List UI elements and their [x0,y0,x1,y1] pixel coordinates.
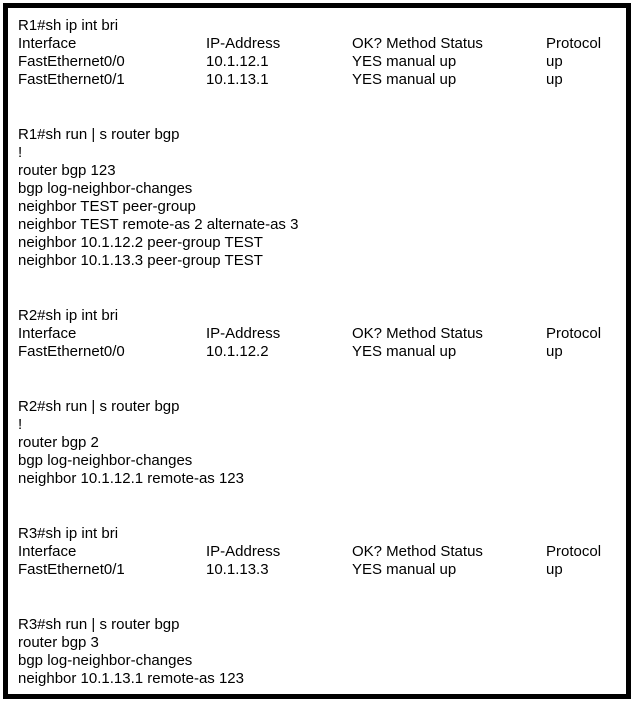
section-r1-bgp-config: R1#sh run | s router bgp ! router bgp 12… [18,126,618,270]
cell-ip-address: 10.1.13.1 [206,71,269,88]
section-r2-interfaces: R2#sh ip int bri Interface IP-Address OK… [18,307,618,361]
config-line: ! [18,144,23,161]
cell-protocol: up [546,53,563,70]
cell-interface: FastEthernet0/1 [18,71,125,88]
cli-command-r3-ip-int-bri: R3#sh ip int bri [18,525,119,542]
cell-protocol: up [546,71,563,88]
section-r3-bgp-config: R3#sh run | s router bgp router bgp 3 bg… [18,616,618,688]
cell-interface: FastEthernet0/1 [18,561,125,578]
config-line: neighbor 10.1.13.3 peer-group TEST [18,252,263,269]
cell-protocol: up [546,343,563,360]
config-line: router bgp 2 [18,434,99,451]
table-row: FastEthernet0/1 10.1.13.1 YES manual up … [18,71,618,89]
cli-output-panel: R1#sh ip int bri Interface IP-Address OK… [3,3,631,699]
cell-ok-method-status: YES manual up [352,343,457,360]
header-protocol: Protocol [546,543,602,560]
section-r2-bgp-config: R2#sh run | s router bgp ! router bgp 2 … [18,398,618,488]
header-ip-address: IP-Address [206,543,281,560]
config-line: neighbor 10.1.12.2 peer-group TEST [18,234,263,251]
header-interface: Interface [18,543,77,560]
cell-ok-method-status: YES manual up [352,561,457,578]
config-line: router bgp 3 [18,634,99,651]
header-ok-method-status: OK? Method Status [352,325,483,342]
table-row: FastEthernet0/0 10.1.12.2 YES manual up … [18,343,618,361]
cli-command-r1-bgp: R1#sh run | s router bgp [18,126,180,143]
table-row: FastEthernet0/0 10.1.12.1 YES manual up … [18,53,618,71]
table-header-row: Interface IP-Address OK? Method Status P… [18,325,618,343]
table-header-row: Interface IP-Address OK? Method Status P… [18,543,618,561]
header-interface: Interface [18,35,77,52]
cell-ip-address: 10.1.12.2 [206,343,269,360]
cli-command-r3-bgp: R3#sh run | s router bgp [18,616,180,633]
config-line: neighbor TEST peer-group [18,198,196,215]
header-protocol: Protocol [546,325,602,342]
config-line: bgp log-neighbor-changes [18,452,193,469]
cell-ok-method-status: YES manual up [352,71,457,88]
table-header-row: Interface IP-Address OK? Method Status P… [18,35,618,53]
header-protocol: Protocol [546,35,602,52]
table-row: FastEthernet0/1 10.1.13.3 YES manual up … [18,561,618,579]
header-interface: Interface [18,325,77,342]
cli-command-r2-ip-int-bri: R2#sh ip int bri [18,307,119,324]
header-ok-method-status: OK? Method Status [352,543,483,560]
cell-interface: FastEthernet0/0 [18,53,125,70]
config-line: neighbor 10.1.12.1 remote-as 123 [18,470,244,487]
cli-command-r1-ip-int-bri: R1#sh ip int bri [18,17,119,34]
cell-ip-address: 10.1.13.3 [206,561,269,578]
config-line: router bgp 123 [18,162,116,179]
section-r1-interfaces: R1#sh ip int bri Interface IP-Address OK… [18,17,618,89]
section-r3-interfaces: R3#sh ip int bri Interface IP-Address OK… [18,525,618,579]
cell-protocol: up [546,561,563,578]
cell-ip-address: 10.1.12.1 [206,53,269,70]
config-line: bgp log-neighbor-changes [18,652,193,669]
cli-command-r2-bgp: R2#sh run | s router bgp [18,398,180,415]
config-line: bgp log-neighbor-changes [18,180,193,197]
header-ip-address: IP-Address [206,35,281,52]
header-ok-method-status: OK? Method Status [352,35,483,52]
cell-interface: FastEthernet0/0 [18,343,125,360]
header-ip-address: IP-Address [206,325,281,342]
config-line: neighbor 10.1.13.1 remote-as 123 [18,670,244,687]
config-line: ! [18,416,23,433]
config-line: neighbor TEST remote-as 2 alternate-as 3 [18,216,299,233]
cell-ok-method-status: YES manual up [352,53,457,70]
